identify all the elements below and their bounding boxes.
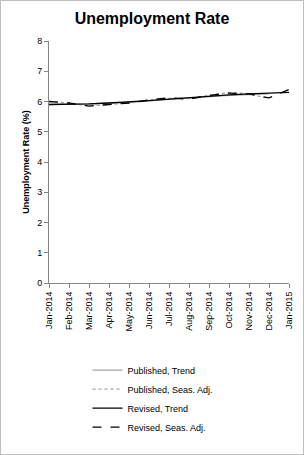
svg-text:Jan-2014: Jan-2014	[44, 292, 54, 330]
svg-text:0: 0	[37, 278, 42, 288]
svg-text:Mar-2014: Mar-2014	[84, 292, 94, 331]
svg-text:5: 5	[37, 127, 42, 137]
svg-text:8: 8	[37, 36, 42, 46]
svg-text:Feb-2014: Feb-2014	[64, 292, 74, 331]
svg-text:Sep-2014: Sep-2014	[204, 292, 214, 331]
svg-text:3: 3	[37, 187, 42, 197]
svg-text:May-2014: May-2014	[124, 292, 134, 332]
svg-text:Jun-2014: Jun-2014	[144, 292, 154, 330]
svg-text:Aug-2014: Aug-2014	[184, 292, 194, 331]
svg-text:Published, Seas. Adj.: Published, Seas. Adj.	[128, 385, 213, 395]
svg-text:Nov-2014: Nov-2014	[244, 292, 254, 331]
svg-text:Unemployment Rate (%): Unemployment Rate (%)	[21, 110, 31, 214]
svg-text:Oct-2014: Oct-2014	[224, 292, 234, 329]
svg-text:Revised, Seas. Adj.: Revised, Seas. Adj.	[128, 423, 206, 433]
svg-text:Dec-2014: Dec-2014	[264, 292, 274, 331]
svg-text:Jul-2014: Jul-2014	[164, 292, 174, 327]
svg-text:Apr-2014: Apr-2014	[104, 292, 114, 329]
svg-text:7: 7	[37, 66, 42, 76]
svg-text:2: 2	[37, 218, 42, 228]
svg-text:Jan-2015: Jan-2015	[284, 292, 294, 330]
svg-text:Unemployment Rate: Unemployment Rate	[75, 10, 230, 27]
svg-text:6: 6	[37, 97, 42, 107]
svg-text:1: 1	[37, 248, 42, 258]
svg-text:Revised, Trend: Revised, Trend	[128, 404, 189, 414]
svg-text:4: 4	[37, 157, 42, 167]
svg-text:Published, Trend: Published, Trend	[128, 366, 196, 376]
